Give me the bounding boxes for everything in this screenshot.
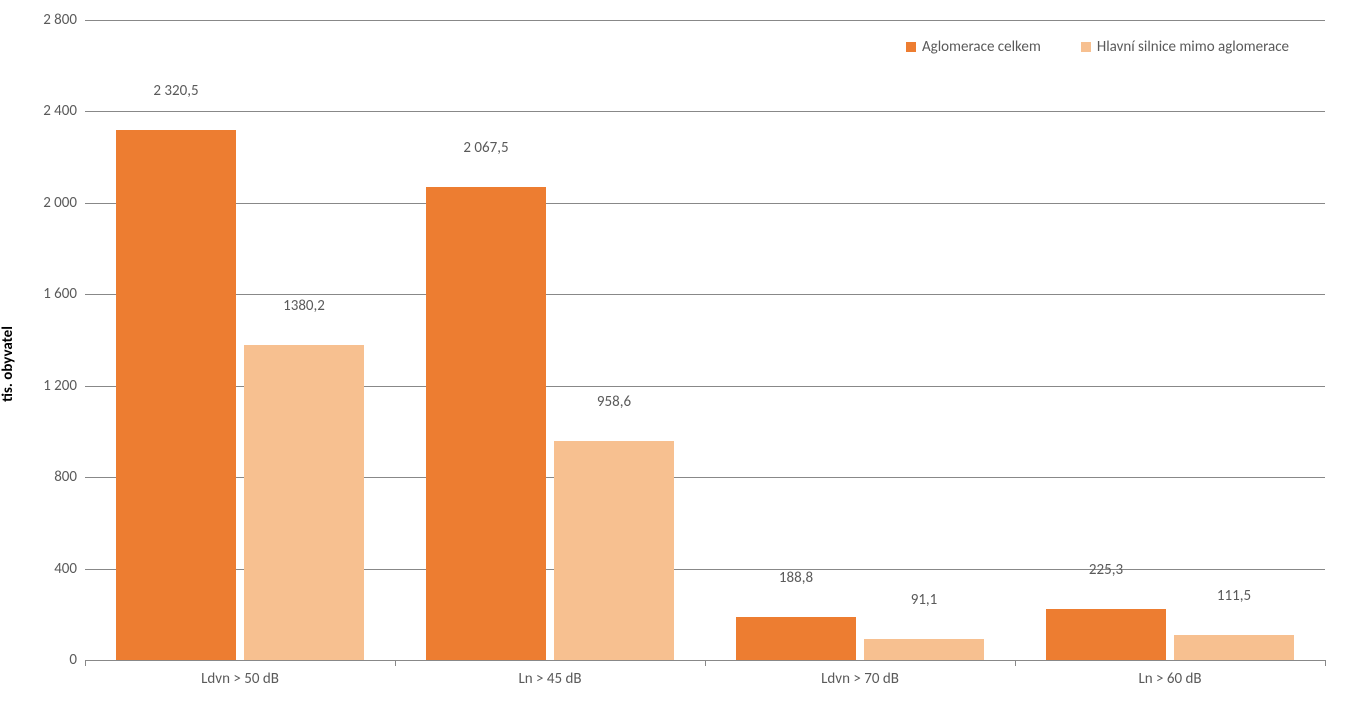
bar-value-label: 91,1 <box>864 591 984 615</box>
x-tick <box>1325 660 1326 666</box>
bar-group: 2 067,5958,6Ln > 45 dB <box>395 20 705 660</box>
legend-label: Hlavní silnice mimo aglomerace <box>1097 38 1289 56</box>
bar-value-label: 1380,2 <box>244 297 364 321</box>
bar-value-label: 2 067,5 <box>426 139 546 163</box>
plot-area: 04008001 2001 6002 0002 4002 8002 320,51… <box>85 20 1325 660</box>
legend: Aglomerace celkem Hlavní silnice mimo agl… <box>906 38 1289 56</box>
bar <box>244 345 364 660</box>
bar <box>736 617 856 660</box>
bar-groups: 2 320,51380,2Ldvn > 50 dB2 067,5958,6Ln … <box>85 20 1325 660</box>
y-tick-label: 400 <box>54 560 77 578</box>
y-tick-label: 0 <box>69 651 77 669</box>
bar-value-label: 225,3 <box>1046 561 1166 585</box>
legend-swatch <box>906 42 916 52</box>
bar-group: 188,891,1Ldvn > 70 dB <box>705 20 1015 660</box>
y-tick-label: 2 000 <box>43 194 77 212</box>
bar <box>116 130 236 660</box>
legend-swatch <box>1081 42 1091 52</box>
bar <box>864 639 984 660</box>
x-category-label: Ln > 60 dB <box>1015 660 1325 688</box>
bar <box>1046 609 1166 660</box>
bar-value-label: 111,5 <box>1174 587 1294 611</box>
legend-label: Aglomerace celkem <box>922 38 1041 56</box>
bar-group: 225,3111,5Ln > 60 dB <box>1015 20 1325 660</box>
bar-value-label: 2 320,5 <box>116 82 236 106</box>
y-axis-title: tis. obyvatel <box>0 326 17 402</box>
x-category-label: Ldvn > 70 dB <box>705 660 1015 688</box>
legend-item: Hlavní silnice mimo aglomerace <box>1081 38 1289 56</box>
bar <box>554 441 674 660</box>
legend-item: Aglomerace celkem <box>906 38 1041 56</box>
bar-value-label: 188,8 <box>736 569 856 593</box>
x-category-label: Ln > 45 dB <box>395 660 705 688</box>
bar <box>426 187 546 660</box>
y-tick-label: 2 400 <box>43 102 77 120</box>
y-tick-label: 1 600 <box>43 285 77 303</box>
bar-group: 2 320,51380,2Ldvn > 50 dB <box>85 20 395 660</box>
y-tick-label: 1 200 <box>43 377 77 395</box>
bar-value-label: 958,6 <box>554 393 674 417</box>
bar-chart: tis. obyvatel 04008001 2001 6002 0002 40… <box>0 0 1349 710</box>
x-category-label: Ldvn > 50 dB <box>85 660 395 688</box>
y-tick-label: 800 <box>54 468 77 486</box>
bar <box>1174 635 1294 660</box>
y-tick-label: 2 800 <box>43 11 77 29</box>
